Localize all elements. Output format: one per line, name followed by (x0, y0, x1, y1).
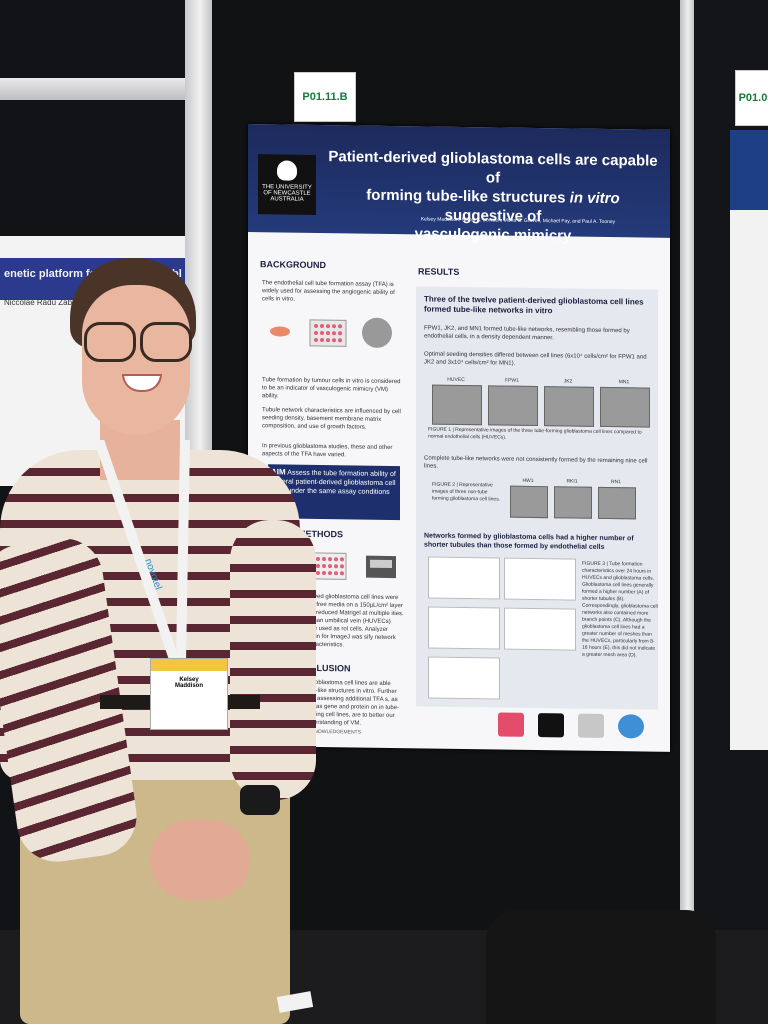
badge-header (151, 659, 227, 671)
sponsor-logo-4 (618, 714, 644, 739)
results-bullet-1: FPW1, JK2, and MN1 formed tube-like netw… (424, 325, 630, 342)
assay-schematic (270, 317, 392, 348)
fig1-image-jk2 (544, 386, 594, 427)
results-bullet-2: Optimal seeding densities differed betwe… (424, 351, 647, 367)
background-text-1: The endothelial cell tube formation assa… (262, 280, 395, 303)
right-poster-header (730, 130, 768, 210)
research-poster: THE UNIVERSITY OF NEWCASTLE AUSTRALIA Pa… (248, 124, 670, 752)
sponsor-logo-2 (538, 713, 564, 738)
glasses-left-lens (84, 322, 136, 362)
acknowledgements-heading: ACKNOWLEDGEMENTS (304, 728, 361, 736)
results-subheading-2: Networks formed by glioblastoma cells ha… (424, 532, 634, 551)
right-adjacent-poster (730, 130, 768, 750)
fig2-label-1: HW1 (522, 477, 534, 484)
fig2-label-2: RKI1 (566, 478, 578, 485)
figure-2-caption: FIGURE 2 | Representative images of thre… (432, 481, 501, 503)
background-text-3: Tubule network characteristics are influ… (262, 407, 401, 431)
person-hands (150, 820, 250, 900)
seahorse-icon (277, 160, 297, 181)
right-board-frame (680, 0, 696, 940)
fig1-label-fpw1: FPW1 (505, 377, 519, 384)
lanyard: novotel (95, 440, 190, 664)
fig1-label-jk2: JK2 (563, 378, 573, 385)
fig3-plot-c (428, 606, 500, 650)
background-text-4: In previous glioblastoma studies, these … (262, 443, 393, 459)
fig1-image-huvec (432, 384, 482, 426)
fig1-image-mn1 (600, 386, 650, 428)
methods-text: derived glioblastoma cell lines were rum… (304, 593, 404, 649)
figure-3-caption: FIGURE 3 | Tube formation characteristic… (582, 560, 658, 659)
conclusion-text: d glioblastoma cell lines are able tube-… (304, 679, 400, 727)
fig1-image-fpw1 (488, 385, 538, 427)
university-logo: THE UNIVERSITY OF NEWCASTLE AUSTRALIA (258, 154, 316, 215)
fig3-plot-d (504, 607, 576, 651)
background-text-2: Tube formation by tumour cells in vitro … (262, 377, 401, 400)
glasses-right-lens (140, 322, 192, 362)
sponsor-logo-3 (578, 713, 604, 738)
fig1-label-huvec: HUVEC (447, 376, 465, 384)
fig3-plot-e (428, 656, 500, 700)
badge-name-1: Kelsey (179, 677, 199, 683)
fig3-plot-a (428, 556, 500, 600)
backpack (486, 910, 716, 1024)
background-heading: BACKGROUND (260, 259, 326, 271)
wristwatch (240, 785, 280, 815)
fig2-image-2 (554, 486, 592, 519)
poster-code-label: P01.11.B (294, 72, 356, 122)
name-badge: Kelsey Maddison (150, 658, 228, 730)
results-bullet-3: Complete tube-like networks were not con… (424, 455, 648, 470)
poster-title: Patient-derived glioblastoma cells are c… (328, 148, 658, 245)
right-poster-code-label: P01.05 (735, 70, 768, 126)
methods-schematic (311, 552, 396, 580)
fig2-image-1 (510, 485, 548, 519)
sponsor-logo-1 (498, 712, 524, 737)
sponsor-logos (498, 712, 658, 744)
results-heading: RESULTS (418, 266, 460, 277)
fig3-plot-b (504, 557, 576, 601)
results-subheading-1: Three of the twelve patient-derived glio… (424, 294, 644, 316)
fig1-label-mn1: MN1 (618, 379, 630, 386)
person-right-arm (230, 520, 316, 800)
left-poster-authors: Niccolae Radu Zabel, Seb (4, 298, 97, 307)
fig2-image-3 (598, 486, 636, 520)
left-board-rail (0, 78, 190, 100)
badge-name-2: Maddison (175, 683, 203, 689)
fig2-label-3: RN1 (610, 479, 621, 486)
conclusion-heading: CLUSION (310, 662, 351, 674)
